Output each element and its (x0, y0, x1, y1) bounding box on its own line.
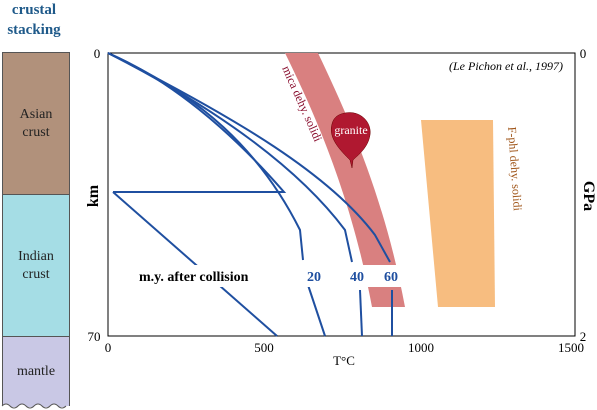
right-top-label: 0 (580, 46, 587, 61)
granite-label: granite (334, 123, 367, 137)
curve-label-60: 60 (384, 270, 398, 285)
phl-solidi-label: F-phl dehy. solidi (505, 126, 525, 212)
right-axis-label: GPa (580, 181, 597, 211)
citation: (Le Pichon et al., 1997) (449, 59, 563, 73)
phl-solidus-band (421, 120, 495, 307)
x-tick-1500: 1500 (558, 340, 584, 355)
curve-label-20: 20 (307, 270, 321, 285)
collision-label: m.y. after collision (139, 270, 249, 285)
mica-solidus-band (285, 53, 405, 307)
indian-crust-layer: Indian crust (2, 194, 70, 338)
mantle-layer: mantle (2, 336, 70, 407)
indian-crust-label-2: crust (22, 267, 50, 282)
x-tick-1000: 1000 (408, 340, 434, 355)
plot-frame (107, 52, 576, 337)
stacking-title-line1: crustal (11, 2, 57, 18)
granite-blob (330, 112, 371, 169)
right-bottom-label: 2 (580, 329, 587, 344)
curve-label-40: 40 (350, 270, 364, 285)
geotherm-curve-60-lower (359, 289, 363, 337)
asian-crust-layer: Asian crust (2, 52, 70, 196)
y-bottom-label: 70 (88, 329, 101, 344)
y-axis-label: km (85, 184, 102, 207)
mantle-label: mantle (16, 364, 56, 379)
stacking-title-line2: stacking (7, 22, 61, 38)
y-top-label: 0 (94, 46, 101, 61)
geotherm-curve-20-lower (112, 191, 278, 337)
collision-label-backdrop (132, 265, 417, 287)
x-tick-500: 500 (254, 340, 274, 355)
geotherm-curve-20-upper (107, 52, 287, 193)
asian-crust-label-1: Asian (19, 107, 53, 122)
x-axis-label: T°C (333, 353, 355, 368)
geotherm-curve-late-upper (107, 52, 391, 263)
indian-crust-label-1: Indian (18, 249, 54, 264)
stacking-title: crustal stacking (0, 0, 68, 40)
x-tick-0: 0 (105, 340, 112, 355)
asian-crust-label-2: crust (22, 125, 50, 140)
